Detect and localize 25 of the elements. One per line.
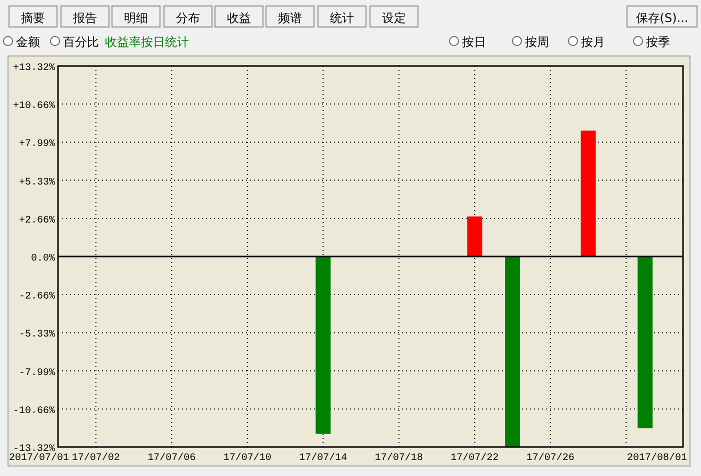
chart-subtitle: 收益率按日统计 [105, 35, 189, 49]
y-tick-label: 0.0% [30, 254, 55, 264]
x-tick-label: 17/07/14 [299, 452, 348, 464]
x-tick-label: 17/07/22 [450, 452, 499, 464]
bar [580, 130, 596, 256]
x-tick-label: 17/07/26 [526, 452, 574, 464]
y-tick-label: -7.99% [18, 368, 55, 379]
y-tick-label: +5.33% [18, 177, 55, 188]
y-tick-label: +13.32% [12, 63, 55, 74]
y-tick-label: -2.66% [18, 292, 55, 303]
y-tick-label: -5.33% [18, 330, 55, 341]
bar [505, 256, 520, 447]
y-tick-label: +2.66% [18, 215, 55, 226]
y-tick-label: +10.66% [12, 101, 55, 112]
x-tick-label: 17/07/02 [72, 452, 120, 464]
bar [638, 256, 653, 428]
x-tick-label: 17/07/10 [223, 452, 272, 464]
bar [467, 216, 482, 256]
bar [316, 256, 331, 434]
y-tick-label: +7.99% [18, 139, 55, 150]
x-tick-label: 17/07/18 [374, 452, 423, 464]
x-tick-label: 17/07/06 [148, 452, 196, 464]
y-tick-label: -10.66% [12, 406, 55, 417]
text: 2017/07/01 [9, 452, 70, 464]
text: 2017/08/01 [626, 452, 687, 464]
